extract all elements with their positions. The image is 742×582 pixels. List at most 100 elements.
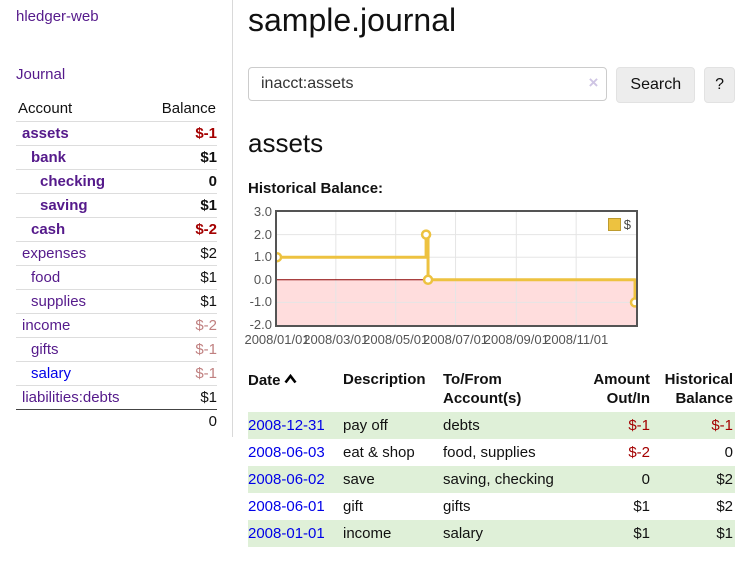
accounts-total: 0 <box>208 413 217 430</box>
transaction-balance: 0 <box>724 444 733 461</box>
x-axis-tick-label: 2008/07/01 <box>422 332 489 347</box>
account-link-liabilities-debts[interactable]: liabilities:debts <box>22 389 120 406</box>
col-header-amount: Amount Out/In <box>593 371 650 407</box>
transaction-amount: $1 <box>633 525 650 542</box>
col-header-date[interactable]: Date <box>248 366 343 412</box>
x-axis-tick-label: 2008/01/01 <box>244 332 310 347</box>
app-title-link[interactable]: hledger-web <box>16 8 99 25</box>
account-link-food[interactable]: food <box>31 269 61 286</box>
account-balance: $-2 <box>195 221 217 238</box>
transaction-date-link[interactable]: 2008-06-02 <box>248 471 325 488</box>
account-balance: $2 <box>200 245 217 262</box>
account-link-expenses[interactable]: expenses <box>22 245 87 262</box>
account-balance: $1 <box>200 389 217 406</box>
register-header-row: Date Description To/From Account(s) Amou… <box>248 366 735 412</box>
transaction-date-link[interactable]: 2008-01-01 <box>248 525 325 542</box>
y-axis-tick-label: -2.0 <box>249 317 272 332</box>
account-row: bank $1 <box>16 145 217 170</box>
account-row: income $-2 <box>16 313 217 338</box>
sort-ascending-icon <box>283 370 297 389</box>
account-row: checking 0 <box>16 169 217 194</box>
register-row: 2008-01-01 income salary $1 $1 <box>248 520 735 547</box>
account-balance: $1 <box>200 149 217 166</box>
help-button[interactable]: ? <box>704 67 735 103</box>
transaction-amount: $-2 <box>628 444 650 461</box>
account-link-checking[interactable]: checking <box>40 173 106 190</box>
transaction-account: salary <box>443 525 484 542</box>
transaction-description: eat & shop <box>343 444 415 461</box>
transaction-balance: $1 <box>716 525 733 542</box>
register-row: 2008-06-01 gift gifts $1 $2 <box>248 493 735 520</box>
x-axis-tick-label: 2008/09/01 <box>483 332 549 347</box>
sidebar: hledger-web Journal Account Balance asse… <box>0 0 233 437</box>
account-row: assets $-1 <box>16 121 217 146</box>
main-content: sample.journal × Search ? assets Histori… <box>244 0 735 547</box>
account-row: cash $-2 <box>16 217 217 242</box>
accounts-header-account: Account <box>18 100 73 117</box>
clear-search-icon[interactable]: × <box>588 73 599 92</box>
legend-swatch-icon <box>607 218 621 231</box>
y-axis-tick-label: 0.0 <box>253 271 272 287</box>
account-heading: assets <box>248 128 324 158</box>
account-link-cash[interactable]: cash <box>31 221 66 238</box>
page-title: sample.journal <box>248 2 457 38</box>
account-row: liabilities:debts $1 <box>16 385 217 410</box>
transaction-date-link[interactable]: 2008-12-31 <box>248 417 325 434</box>
accounts-header-row: Account Balance <box>16 97 217 122</box>
accounts-header-balance: Balance <box>161 100 216 117</box>
account-balance: $1 <box>200 197 217 214</box>
account-balance: $-1 <box>195 341 217 358</box>
x-axis-tick-label: 2008/11/01 <box>544 332 609 347</box>
account-balance: $1 <box>200 269 217 286</box>
account-balance: $-2 <box>195 317 217 334</box>
col-header-account: To/From Account(s) <box>443 371 522 407</box>
register-row: 2008-06-03 eat & shop food, supplies $-2… <box>248 439 735 466</box>
search-button[interactable]: Search <box>616 67 696 103</box>
account-link-supplies[interactable]: supplies <box>31 293 87 310</box>
account-balance: $-1 <box>195 365 217 382</box>
account-row: saving $1 <box>16 193 217 218</box>
account-link-bank[interactable]: bank <box>31 149 67 166</box>
transaction-balance: $-1 <box>711 417 733 434</box>
x-axis-tick-label: 2008/05/01 <box>363 332 429 347</box>
account-balance: $1 <box>200 293 217 310</box>
account-link-gifts[interactable]: gifts <box>31 341 59 358</box>
account-row: supplies $1 <box>16 289 217 314</box>
legend-label: $ <box>623 217 631 232</box>
transaction-balance: $2 <box>716 498 733 515</box>
register-row: 2008-12-31 pay off debts $-1 $-1 <box>248 412 735 439</box>
y-axis-tick-label: 2.0 <box>253 226 272 242</box>
transaction-description: income <box>343 525 392 542</box>
balance-chart: $ 3.0 2.0 1.0 0.0 -1.0 -2.0 2008/01/01 2008/03/… <box>244 205 735 347</box>
accounts-table: Account Balance assets $-1 bank $1 checkin… <box>16 97 217 433</box>
account-link-income[interactable]: income <box>22 317 71 334</box>
account-row: salary $-1 <box>16 361 217 386</box>
transaction-balance: $2 <box>716 471 733 488</box>
account-link-assets[interactable]: assets <box>22 125 69 142</box>
account-row: gifts $-1 <box>16 337 217 362</box>
accounts-total-row: 0 <box>16 409 217 434</box>
register-row: 2008-06-02 save saving, checking 0 $2 <box>248 466 735 493</box>
y-axis-tick-label: 3.0 <box>253 204 272 219</box>
transaction-date-link[interactable]: 2008-06-01 <box>248 498 325 515</box>
transaction-amount: 0 <box>641 471 650 488</box>
chart-title: Historical Balance: <box>248 180 384 197</box>
account-balance: 0 <box>208 173 217 190</box>
transaction-account: debts <box>443 417 480 434</box>
transaction-account: gifts <box>443 498 471 515</box>
transaction-description: save <box>343 471 375 488</box>
transaction-account: food, supplies <box>443 444 536 461</box>
account-link-salary[interactable]: salary <box>31 365 72 382</box>
search-input[interactable] <box>248 67 608 101</box>
y-axis-tick-label: 1.0 <box>253 249 272 265</box>
y-axis-tick-label: -1.0 <box>249 294 272 310</box>
chart-legend: $ <box>607 217 631 232</box>
transaction-description: pay off <box>343 417 388 434</box>
account-link-saving[interactable]: saving <box>40 197 88 214</box>
register-table: Date Description To/From Account(s) Amou… <box>248 366 735 547</box>
transaction-account: saving, checking <box>443 471 554 488</box>
sidebar-item-journal[interactable]: Journal <box>16 66 66 83</box>
account-row: food $1 <box>16 265 217 290</box>
transaction-amount: $-1 <box>628 417 650 434</box>
transaction-date-link[interactable]: 2008-06-03 <box>248 444 325 461</box>
